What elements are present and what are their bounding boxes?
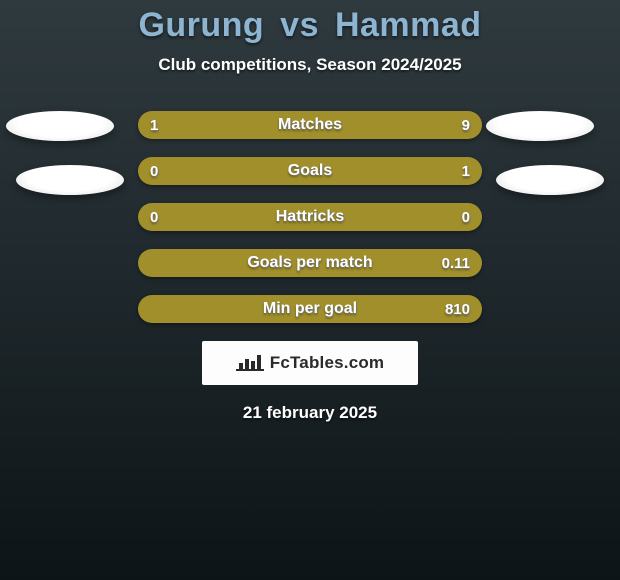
- comparison-bars: Matches19Goals01Hattricks00Goals per mat…: [138, 111, 482, 323]
- player1-badge-placeholder-1: [6, 111, 114, 141]
- comparison-row: Matches1 9: [138, 111, 482, 139]
- comparison-row: Hattricks0 0: [138, 203, 482, 231]
- comparison-row: Goals0 1: [138, 157, 482, 185]
- title-vs: vs: [280, 6, 319, 44]
- bar-right-value: 0.11: [442, 249, 470, 277]
- player2-badge-placeholder-1: [486, 111, 594, 141]
- bar-left-value: 1: [150, 111, 158, 139]
- bar-label: Goals: [138, 157, 482, 185]
- bar-label: Hattricks: [138, 203, 482, 231]
- bar-left-value: 0: [150, 157, 158, 185]
- comparison-row: Goals per match0.11: [138, 249, 482, 277]
- player2-badge-placeholder-2: [496, 165, 604, 195]
- logo-text: FcTables.com: [270, 353, 385, 373]
- title-player2: Hammad: [335, 6, 482, 44]
- bar-label: Min per goal: [138, 295, 482, 323]
- barchart-icon: [236, 353, 264, 373]
- bar-right-value: 9: [462, 111, 470, 139]
- bar-label: Goals per match: [138, 249, 482, 277]
- footer-date: 21 february 2025: [0, 403, 620, 423]
- bar-right-value: 1: [462, 157, 470, 185]
- logo-card: FcTables.com: [202, 341, 418, 385]
- page-title: Gurung vs Hammad: [0, 6, 620, 45]
- player1-badge-placeholder-2: [16, 165, 124, 195]
- title-player1: Gurung: [138, 6, 264, 44]
- infographic-root: Gurung vs Hammad Club competitions, Seas…: [0, 0, 620, 580]
- bar-right-value: 810: [445, 295, 470, 323]
- bar-label: Matches: [138, 111, 482, 139]
- subtitle: Club competitions, Season 2024/2025: [0, 55, 620, 75]
- comparison-row: Min per goal810: [138, 295, 482, 323]
- bar-left-value: 0: [150, 203, 158, 231]
- comparison-arena: Matches19Goals01Hattricks00Goals per mat…: [0, 111, 620, 323]
- bar-right-value: 0: [462, 203, 470, 231]
